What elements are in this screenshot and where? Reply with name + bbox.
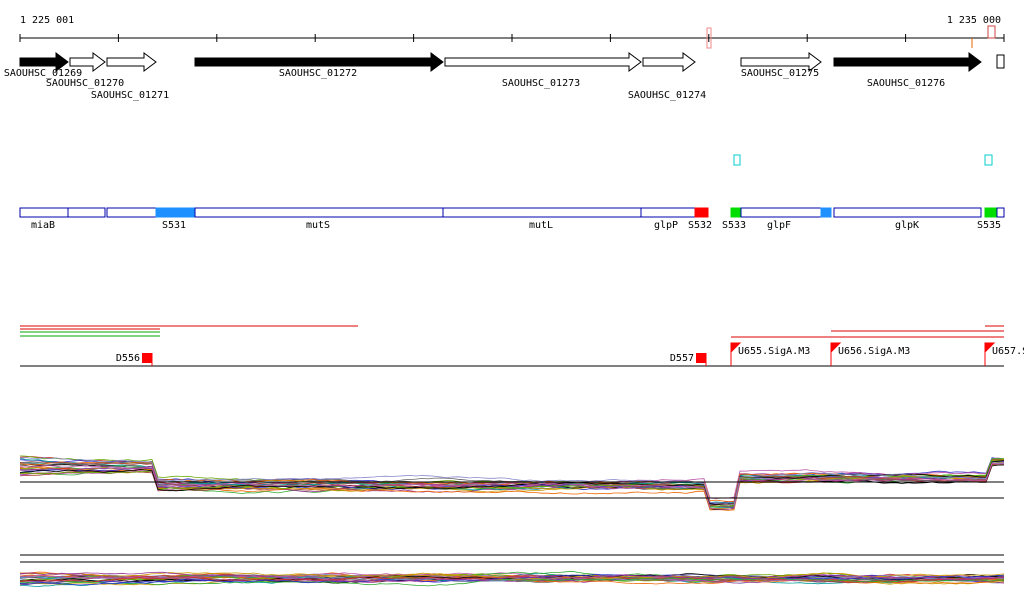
gene-label: SAOUHSC_01276	[867, 78, 945, 89]
gene-label: SAOUHSC_01272	[279, 68, 357, 79]
expression-trace	[19, 577, 1005, 587]
gene-arrow	[833, 52, 982, 72]
gene-arrow	[740, 52, 822, 72]
annotation-box	[19, 207, 69, 218]
ruler-start: 1 225 001	[20, 15, 74, 26]
annotation-label: glpP	[654, 220, 678, 231]
annotation-label: S531	[162, 220, 186, 231]
annotation-box	[730, 207, 742, 218]
annotation-box	[155, 207, 196, 218]
annotation-box	[194, 207, 444, 218]
expression-trace	[19, 462, 1005, 510]
expression-trace	[19, 457, 1005, 505]
marker	[706, 27, 712, 49]
annotation-box	[442, 207, 642, 218]
gene-arrow	[642, 52, 696, 72]
annotation-box	[820, 207, 832, 218]
annotation-label: S532	[688, 220, 712, 231]
annotation-box	[640, 207, 696, 218]
annotation-box	[740, 207, 822, 218]
annotation-box	[996, 207, 1005, 218]
expression-trace	[19, 571, 1005, 582]
gene-label: SAOUHSC_01273	[502, 78, 580, 89]
ruler-end: 1 235 000	[947, 15, 1001, 26]
annotation-box	[984, 207, 998, 218]
gene-arrow	[444, 52, 642, 72]
annotation-box	[694, 207, 709, 218]
promoter-label: D557	[670, 353, 694, 364]
gene-label: SAOUHSC_01275	[741, 68, 819, 79]
promoter-label: U657.S	[992, 346, 1024, 357]
marker	[987, 25, 996, 39]
gene-arrow	[106, 52, 157, 72]
gene-label: SAOUHSC_01269	[4, 68, 82, 79]
annotation-label: mutL	[529, 220, 553, 231]
expression-trace	[19, 459, 1005, 507]
promoter-flag	[830, 342, 842, 366]
annotation-label: S533	[722, 220, 746, 231]
promoter-label: D556	[116, 353, 140, 364]
promoter-flag	[730, 342, 742, 366]
annotation-label: miaB	[31, 220, 55, 231]
annotation-label: glpF	[767, 220, 791, 231]
gene-label: SAOUHSC_01270	[46, 78, 124, 89]
annotation-label: mutS	[306, 220, 330, 231]
marker	[984, 154, 993, 166]
promoter-label: U655.SigA.M3	[738, 346, 810, 357]
annotation-box	[106, 207, 157, 218]
promoter-label: U656.SigA.M3	[838, 346, 910, 357]
expression-trace	[19, 460, 1005, 508]
marker	[733, 154, 741, 166]
gene-box	[996, 54, 1005, 69]
expression-trace	[19, 570, 1005, 583]
gene-label: SAOUHSC_01274	[628, 90, 706, 101]
gene-arrow	[19, 52, 69, 72]
gene-arrow	[69, 52, 106, 72]
expression-trace	[19, 458, 1005, 508]
promoter-box	[142, 353, 152, 363]
annotation-label: glpK	[895, 220, 919, 231]
promoter-box	[696, 353, 706, 363]
gene-arrow	[194, 52, 444, 72]
gene-label: SAOUHSC_01271	[91, 90, 169, 101]
annotation-box	[67, 207, 106, 218]
expression-trace	[19, 571, 1005, 580]
annotation-label: S535	[977, 220, 1001, 231]
annotation-box	[833, 207, 982, 218]
promoter-flag	[984, 342, 996, 366]
expression-trace	[19, 574, 1005, 582]
